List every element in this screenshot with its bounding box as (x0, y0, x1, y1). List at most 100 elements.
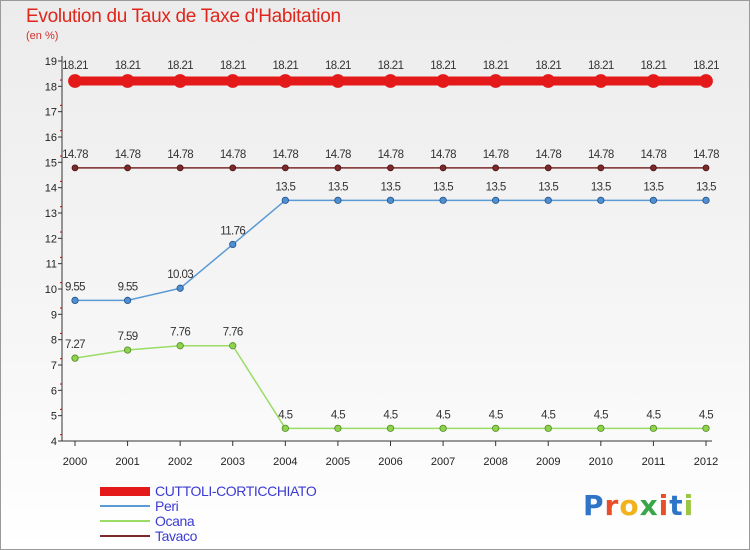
y-tick-label: 18 (45, 81, 57, 93)
data-label: 13.5 (591, 181, 611, 193)
data-label: 4.5 (436, 409, 450, 421)
data-label: 4.5 (699, 409, 713, 421)
data-label: 18.21 (693, 60, 719, 72)
data-label: 14.78 (588, 149, 614, 161)
x-tick-label: 2001 (115, 456, 139, 468)
data-point (544, 164, 552, 172)
chart-title: Evolution du Taux de Taxe d'Habitation (26, 6, 341, 27)
data-point (281, 424, 289, 432)
data-label: 13.5 (696, 181, 716, 193)
data-label: 18.21 (272, 60, 298, 72)
data-label: 18.21 (430, 60, 456, 72)
data-label: 4.5 (489, 409, 503, 421)
data-label: 13.5 (328, 181, 348, 193)
data-point (281, 196, 289, 204)
data-label: 11.76 (220, 225, 245, 237)
data-point (176, 342, 184, 350)
data-point (488, 74, 503, 88)
data-label: 18.21 (115, 60, 141, 72)
y-tick-label: 4 (51, 436, 57, 448)
data-point (439, 164, 447, 172)
data-point (699, 74, 713, 88)
data-label: 13.5 (643, 181, 663, 193)
data-label: 13.5 (381, 181, 401, 193)
data-point (386, 196, 395, 204)
data-label: 14.78 (535, 149, 561, 161)
data-label: 4.5 (331, 409, 345, 421)
data-label: 18.21 (325, 60, 351, 72)
data-label: 7.76 (170, 327, 190, 339)
data-label: 14.78 (483, 149, 509, 161)
y-tick-label: 13 (45, 208, 57, 220)
data-label: 4.5 (383, 409, 397, 421)
data-point (650, 164, 657, 172)
x-tick-label: 2005 (326, 456, 350, 468)
data-label: 18.21 (588, 60, 614, 72)
data-label: 14.78 (430, 149, 456, 161)
logo-letter: i (683, 489, 695, 522)
y-tick-label: 5 (51, 411, 57, 423)
y-tick-label: 16 (45, 132, 57, 144)
data-point (173, 74, 188, 88)
logo-letter: P (583, 489, 605, 522)
data-point (702, 424, 710, 432)
logo-letter: i (658, 489, 670, 522)
data-point (176, 164, 184, 172)
data-point (541, 74, 556, 88)
data-point (176, 284, 184, 292)
logo-letter: t (669, 489, 684, 522)
data-label: 14.78 (641, 149, 667, 161)
data-point (334, 196, 342, 204)
data-label: 14.78 (693, 149, 719, 161)
data-label: 14.78 (378, 149, 404, 161)
legend-swatch (100, 535, 150, 537)
y-tick-label: 9 (51, 309, 57, 321)
data-label: 14.78 (62, 149, 88, 161)
data-point (649, 196, 658, 204)
data-point (71, 354, 79, 362)
data-label: 18.21 (378, 60, 404, 72)
data-label: 7.27 (65, 339, 85, 351)
x-tick-label: 2009 (536, 456, 560, 468)
series-line (74, 199, 707, 302)
data-point (68, 74, 82, 88)
x-tick-label: 2011 (642, 456, 666, 468)
data-label: 18.21 (220, 60, 246, 72)
x-tick-label: 2000 (63, 456, 87, 468)
legend-label: Ocana (155, 513, 195, 529)
data-point (334, 424, 342, 432)
data-point (702, 164, 710, 172)
y-tick-label: 7 (51, 360, 57, 372)
legend-label: Peri (155, 498, 179, 514)
data-point (278, 74, 293, 88)
data-label: 14.78 (272, 149, 298, 161)
data-point (225, 74, 240, 88)
data-point (544, 196, 552, 204)
data-point (334, 164, 342, 172)
data-point (702, 196, 710, 204)
legend-swatch (100, 505, 150, 507)
x-tick-label: 2010 (589, 456, 613, 468)
y-tick-label: 19 (45, 56, 57, 68)
data-label: 18.21 (62, 60, 88, 72)
data-label: 13.5 (433, 181, 453, 193)
data-label: 7.59 (118, 331, 138, 343)
y-tick-label: 12 (45, 233, 57, 245)
y-tick-label: 6 (51, 385, 57, 397)
data-point (120, 74, 135, 88)
data-point (646, 74, 661, 88)
data-point (123, 346, 132, 354)
y-tick-label: 17 (45, 107, 57, 119)
data-label: 4.5 (594, 409, 608, 421)
data-label: 9.55 (65, 281, 85, 293)
data-point (597, 164, 605, 172)
data-label: 7.76 (223, 327, 243, 339)
data-point (544, 424, 552, 432)
data-label: 13.5 (538, 181, 558, 193)
data-point (386, 424, 395, 432)
proxiti-logo: Proxiti (583, 489, 694, 522)
data-point (281, 164, 289, 172)
y-tick-label: 8 (51, 335, 57, 347)
logo-letter: r (604, 489, 620, 522)
